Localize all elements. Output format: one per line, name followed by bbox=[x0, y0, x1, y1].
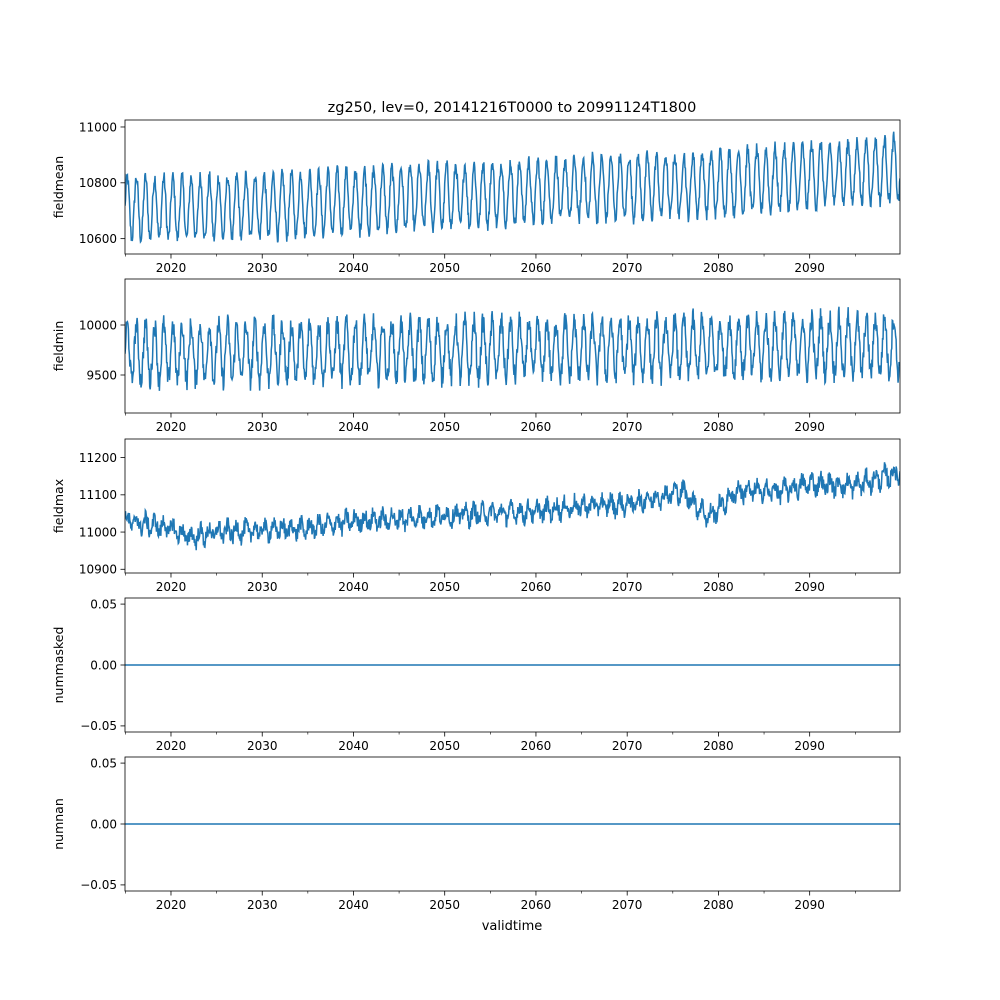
x-tick-label: 2090 bbox=[794, 580, 825, 594]
axes-frame bbox=[124, 119, 901, 255]
x-tick-label: 2080 bbox=[703, 261, 734, 275]
x-tick-label: 2080 bbox=[703, 420, 734, 434]
y-tick-label: 11000 bbox=[79, 525, 117, 539]
x-tick-label: 2070 bbox=[612, 261, 643, 275]
x-tick-label: 2080 bbox=[703, 739, 734, 753]
x-tick-label: 2030 bbox=[247, 420, 278, 434]
y-axis-label: nummasked bbox=[51, 627, 66, 704]
x-tick-label: 2060 bbox=[521, 898, 552, 912]
axes-frame bbox=[124, 278, 901, 414]
x-tick-label: 2020 bbox=[156, 261, 187, 275]
y-tick-label: 11000 bbox=[79, 120, 117, 134]
x-tick-label: 2070 bbox=[612, 580, 643, 594]
y-axis-label: fieldmin bbox=[51, 321, 66, 372]
y-tick-label: 0.00 bbox=[90, 817, 117, 831]
x-tick-label: 2030 bbox=[247, 580, 278, 594]
x-tick-label: 2050 bbox=[429, 261, 460, 275]
y-tick-label: 9500 bbox=[86, 368, 117, 382]
y-tick-label: 0.00 bbox=[90, 658, 117, 672]
panel-fieldmin: 2020 2030 2040 2050 2060 2070 2080 2090 9500 1000… bbox=[51, 278, 901, 434]
y-tick-label: 10000 bbox=[79, 318, 117, 332]
x-tick-label: 2040 bbox=[338, 739, 369, 753]
x-tick-label: 2080 bbox=[703, 898, 734, 912]
x-tick-label: 2050 bbox=[429, 580, 460, 594]
x-tick-label: 2020 bbox=[156, 420, 187, 434]
x-axis-label: validtime bbox=[482, 919, 543, 934]
x-tick-label: 2080 bbox=[703, 580, 734, 594]
x-tick-label: 2040 bbox=[338, 420, 369, 434]
x-tick-label: 2050 bbox=[429, 898, 460, 912]
x-tick-label: 2070 bbox=[612, 739, 643, 753]
y-axis-label: numnan bbox=[51, 798, 66, 850]
y-axis-label: fieldmean bbox=[51, 156, 66, 218]
y-axis-label: fieldmax bbox=[51, 479, 66, 533]
series-line-fieldmax bbox=[125, 462, 900, 551]
y-tick-label: 11200 bbox=[79, 451, 117, 465]
series-line-fieldmean bbox=[125, 131, 900, 244]
x-tick-label: 2060 bbox=[521, 420, 552, 434]
x-tick-label: 2030 bbox=[247, 898, 278, 912]
x-tick-label: 2030 bbox=[247, 739, 278, 753]
x-tick-label: 2060 bbox=[521, 739, 552, 753]
panel-fieldmax: 2020 2030 2040 2050 2060 2070 2080 2090 10900 110… bbox=[51, 438, 901, 594]
x-tick-label: 2060 bbox=[521, 580, 552, 594]
panel-numnan: 2020 2030 2040 2050 2060 2070 2080 2090 −0.05 0.0… bbox=[51, 756, 901, 912]
y-tick-label: −0.05 bbox=[80, 878, 117, 892]
x-tick-label: 2050 bbox=[429, 739, 460, 753]
y-tick-label: 0.05 bbox=[90, 597, 117, 611]
x-tick-label: 2040 bbox=[338, 898, 369, 912]
axes-frame bbox=[124, 438, 901, 574]
x-tick-label: 2040 bbox=[338, 261, 369, 275]
x-tick-label: 2050 bbox=[429, 420, 460, 434]
x-tick-label: 2090 bbox=[794, 739, 825, 753]
y-tick-label: −0.05 bbox=[80, 719, 117, 733]
x-tick-label: 2090 bbox=[794, 261, 825, 275]
y-tick-label: 11100 bbox=[79, 488, 117, 502]
x-tick-label: 2020 bbox=[156, 739, 187, 753]
x-tick-label: 2020 bbox=[156, 898, 187, 912]
x-tick-label: 2060 bbox=[521, 261, 552, 275]
panel-fieldmean: 2020 2030 2040 2050 2060 2070 2080 2090 10600 108… bbox=[51, 119, 901, 275]
x-tick-label: 2090 bbox=[794, 420, 825, 434]
figure-title: zg250, lev=0, 20141216T0000 to 20991124T… bbox=[328, 100, 697, 116]
y-tick-label: 10600 bbox=[79, 232, 117, 246]
x-tick-label: 2090 bbox=[794, 898, 825, 912]
x-tick-label: 2070 bbox=[612, 420, 643, 434]
x-tick-label: 2030 bbox=[247, 261, 278, 275]
y-tick-label: 10800 bbox=[79, 176, 117, 190]
x-tick-label: 2070 bbox=[612, 898, 643, 912]
y-tick-label: 0.05 bbox=[90, 756, 117, 770]
panel-nummasked: 2020 2030 2040 2050 2060 2070 2080 2090 −0.05 0.0… bbox=[51, 597, 901, 753]
series-line-fieldmin bbox=[125, 306, 900, 391]
y-tick-label: 10900 bbox=[79, 563, 117, 577]
x-tick-label: 2040 bbox=[338, 580, 369, 594]
x-tick-label: 2020 bbox=[156, 580, 187, 594]
